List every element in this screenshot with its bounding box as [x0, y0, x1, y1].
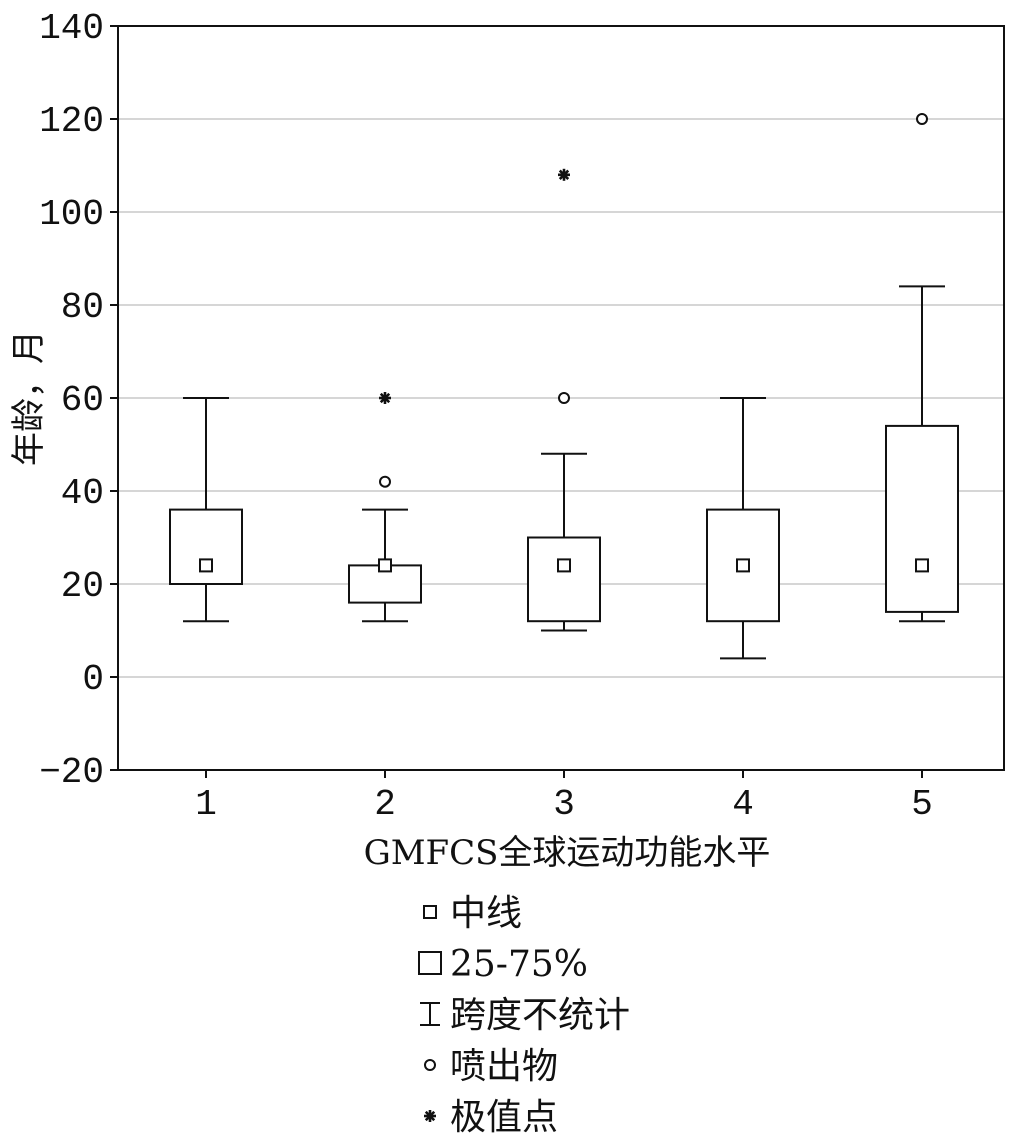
x-tick-label: 2: [374, 784, 396, 825]
median-marker: [557, 558, 571, 573]
x-axis-ticks: 1 2 3 4 5: [195, 770, 933, 825]
y-tick-label: 140: [39, 8, 104, 49]
y-axis-ticks: −20 0 20 40 60 80 100 120 140: [39, 8, 118, 793]
grid-lines: [118, 118, 1004, 678]
extreme-ray: [558, 169, 570, 180]
iqr-box: [169, 508, 243, 586]
legend-label: 跨度不统计: [450, 995, 630, 1036]
extreme-ray: [379, 392, 391, 404]
y-tick-label: −20: [39, 752, 104, 793]
x-tick-label: 4: [732, 784, 754, 825]
extreme-point: [379, 392, 391, 404]
legend-label: 25-75%: [450, 944, 588, 985]
legend-extreme-symbol: [424, 1110, 436, 1122]
legend-item-whisker: 跨度不统计: [420, 995, 630, 1036]
y-tick-label: 0: [82, 659, 104, 700]
x-tick-label: 5: [911, 784, 933, 825]
y-tick-label: 120: [39, 101, 104, 142]
y-tick-label: 20: [61, 566, 104, 607]
legend-label: 喷出物: [450, 1046, 558, 1087]
x-tick-label: 3: [553, 784, 575, 825]
legend-item-box: 25-75%: [418, 944, 588, 985]
box-series: [169, 113, 959, 660]
median-marker: [915, 558, 929, 573]
box-group-4: [706, 397, 780, 660]
legend-outlier-symbol: [424, 1059, 436, 1071]
legend-box-symbol: [418, 951, 442, 975]
y-tick-label: 60: [61, 380, 104, 421]
legend-label: 极值点: [450, 1097, 558, 1138]
x-tick-label: 1: [195, 784, 217, 825]
outlier-point: [558, 392, 570, 404]
legend-item-outlier: 喷出物: [424, 1046, 558, 1087]
iqr-box: [527, 536, 601, 623]
box-group-5: [885, 113, 959, 623]
legend-label: 中线: [450, 893, 522, 934]
box-group-2: [348, 392, 422, 623]
iqr-box: [885, 424, 959, 613]
legend-median-symbol: [423, 905, 437, 919]
extreme-point: [558, 168, 570, 181]
median-marker: [199, 558, 213, 573]
y-tick-label: 40: [61, 473, 104, 514]
legend-item-median: 中线: [423, 893, 522, 934]
legend-item-extreme: 极值点: [424, 1097, 558, 1138]
box-group-1: [169, 397, 243, 623]
x-axis-title: GMFCS全球运动功能水平: [364, 833, 771, 873]
outlier-point: [379, 475, 391, 488]
median-marker: [736, 558, 750, 573]
y-axis-title: 年龄，月: [9, 330, 49, 466]
extreme-ray: [424, 1110, 436, 1122]
outlier-point: [916, 113, 928, 125]
y-tick-label: 80: [61, 287, 104, 328]
median-marker: [378, 558, 392, 573]
y-tick-label: 100: [39, 194, 104, 235]
box-group-3: [527, 168, 601, 632]
